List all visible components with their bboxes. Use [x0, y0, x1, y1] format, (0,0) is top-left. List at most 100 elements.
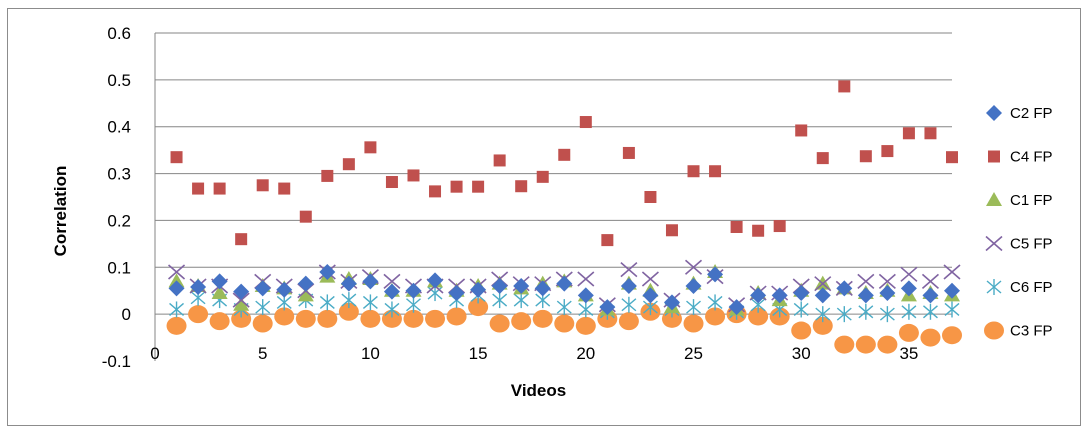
point-c4-fp-15 [472, 180, 485, 193]
point-c6-fp-32 [836, 306, 852, 323]
point-c5-fp-31 [814, 276, 832, 292]
point-c3-fp-31 [812, 316, 833, 335]
point-c4-fp-12 [407, 169, 420, 182]
point-c2-fp-19 [556, 275, 573, 292]
point-c4-fp-5 [256, 179, 269, 192]
point-c4-fp-22 [622, 146, 635, 159]
legend-label-c4-fp: C4 FP [1010, 149, 1053, 166]
point-c4-fp-1 [170, 151, 183, 164]
point-c2-fp-25 [685, 278, 702, 295]
point-c2-fp-21 [599, 299, 616, 316]
point-c2-fp-37 [944, 282, 960, 299]
point-c4-fp-36 [924, 127, 937, 140]
point-c4-fp-30 [795, 124, 808, 137]
point-c2-fp-15 [470, 281, 487, 298]
point-c6-fp-20 [578, 301, 594, 318]
legend-marker-c2-fp [986, 105, 1002, 121]
point-c4-fp-18 [536, 170, 549, 183]
point-c3-fp-9 [338, 302, 359, 321]
point-c2-fp-12 [405, 282, 422, 299]
point-c4-fp-13 [429, 185, 442, 198]
point-c2-fp-10 [362, 273, 379, 290]
point-c3-fp-1 [166, 316, 187, 335]
point-c6-fp-8 [319, 294, 335, 311]
point-c3-fp-22 [618, 312, 639, 331]
point-c6-fp-12 [406, 296, 421, 313]
point-c5-fp-1 [168, 264, 186, 280]
point-c2-fp-23 [642, 287, 659, 304]
point-c2-fp-32 [836, 280, 853, 297]
point-c3-fp-5 [252, 314, 273, 333]
point-c6-fp-22 [621, 296, 637, 313]
point-c4-fp-29 [773, 220, 786, 233]
x-tick-label-2: 10 [361, 344, 380, 363]
point-c5-fp-37 [943, 264, 961, 280]
point-c4-fp-7 [299, 210, 312, 223]
point-c3-fp-32 [834, 335, 855, 354]
point-c5-fp-34 [878, 273, 896, 289]
point-c3-fp-37 [942, 326, 962, 345]
legend-label-c6-fp: C6 FP [1010, 279, 1053, 296]
x-tick-label-4: 20 [576, 344, 595, 363]
point-c6-fp-9 [341, 292, 357, 309]
point-c1-fp-3 [211, 285, 228, 300]
point-c3-fp-26 [705, 307, 726, 326]
point-c2-fp-35 [900, 280, 917, 297]
point-c4-fp-19 [558, 148, 571, 161]
point-c4-fp-23 [644, 191, 657, 203]
point-c5-fp-22 [620, 262, 638, 278]
x-tick-label-0: 0 [150, 344, 159, 363]
point-c2-fp-28 [750, 287, 767, 304]
point-c2-fp-11 [383, 283, 400, 300]
y-tick-label-6: 0.5 [107, 71, 131, 90]
point-c3-fp-14 [446, 307, 467, 326]
point-c6-fp-30 [793, 301, 809, 318]
legend-marker-c3-fp [984, 321, 1004, 340]
point-c2-fp-6 [276, 281, 293, 298]
point-c6-fp-35 [901, 303, 917, 320]
series-c3-fp [166, 298, 962, 354]
y-axis-title: Correlation [51, 166, 70, 257]
point-c3-fp-12 [403, 309, 424, 328]
point-c5-fp-11 [383, 273, 401, 289]
y-tick-label-3: 0.2 [107, 211, 131, 230]
y-tick-label-5: 0.4 [107, 118, 131, 137]
x-tick-label-3: 15 [469, 344, 488, 363]
point-c2-fp-3 [211, 273, 228, 290]
point-c4-fp-32 [838, 80, 851, 93]
point-c2-fp-31 [814, 287, 831, 304]
point-c4-fp-6 [278, 182, 291, 195]
point-c5-fp-20 [577, 271, 595, 287]
series-c6-fp [169, 285, 960, 323]
point-c4-fp-20 [579, 116, 592, 129]
point-c6-fp-1 [169, 301, 184, 318]
point-c4-fp-26 [709, 165, 722, 178]
y-tick-label-1: 0 [122, 305, 131, 324]
point-c2-fp-22 [620, 278, 637, 295]
point-c4-fp-27 [730, 220, 743, 233]
point-c2-fp-14 [448, 285, 465, 302]
point-c2-fp-27 [728, 299, 745, 316]
point-c4-fp-8 [321, 169, 334, 182]
point-c4-fp-4 [235, 233, 248, 246]
point-c3-fp-8 [317, 309, 338, 328]
point-c3-fp-33 [855, 335, 876, 354]
point-c4-fp-2 [192, 182, 205, 195]
point-c5-fp-23 [641, 271, 659, 287]
point-c2-fp-5 [254, 280, 271, 297]
legend-label-c1-fp: C1 FP [1010, 192, 1053, 209]
point-c2-fp-24 [663, 294, 680, 311]
point-c1-fp-7 [297, 287, 314, 302]
point-c3-fp-10 [360, 309, 381, 328]
point-c6-fp-11 [384, 301, 400, 318]
point-c6-fp-10 [362, 294, 378, 311]
point-c2-fp-30 [793, 285, 810, 302]
point-c3-fp-35 [898, 323, 919, 342]
point-c5-fp-4 [232, 292, 250, 308]
point-c4-fp-25 [687, 165, 700, 178]
point-c4-fp-35 [902, 127, 915, 140]
chart-frame [7, 8, 1081, 426]
x-tick-label-1: 5 [258, 344, 267, 363]
point-c4-fp-33 [859, 150, 872, 163]
